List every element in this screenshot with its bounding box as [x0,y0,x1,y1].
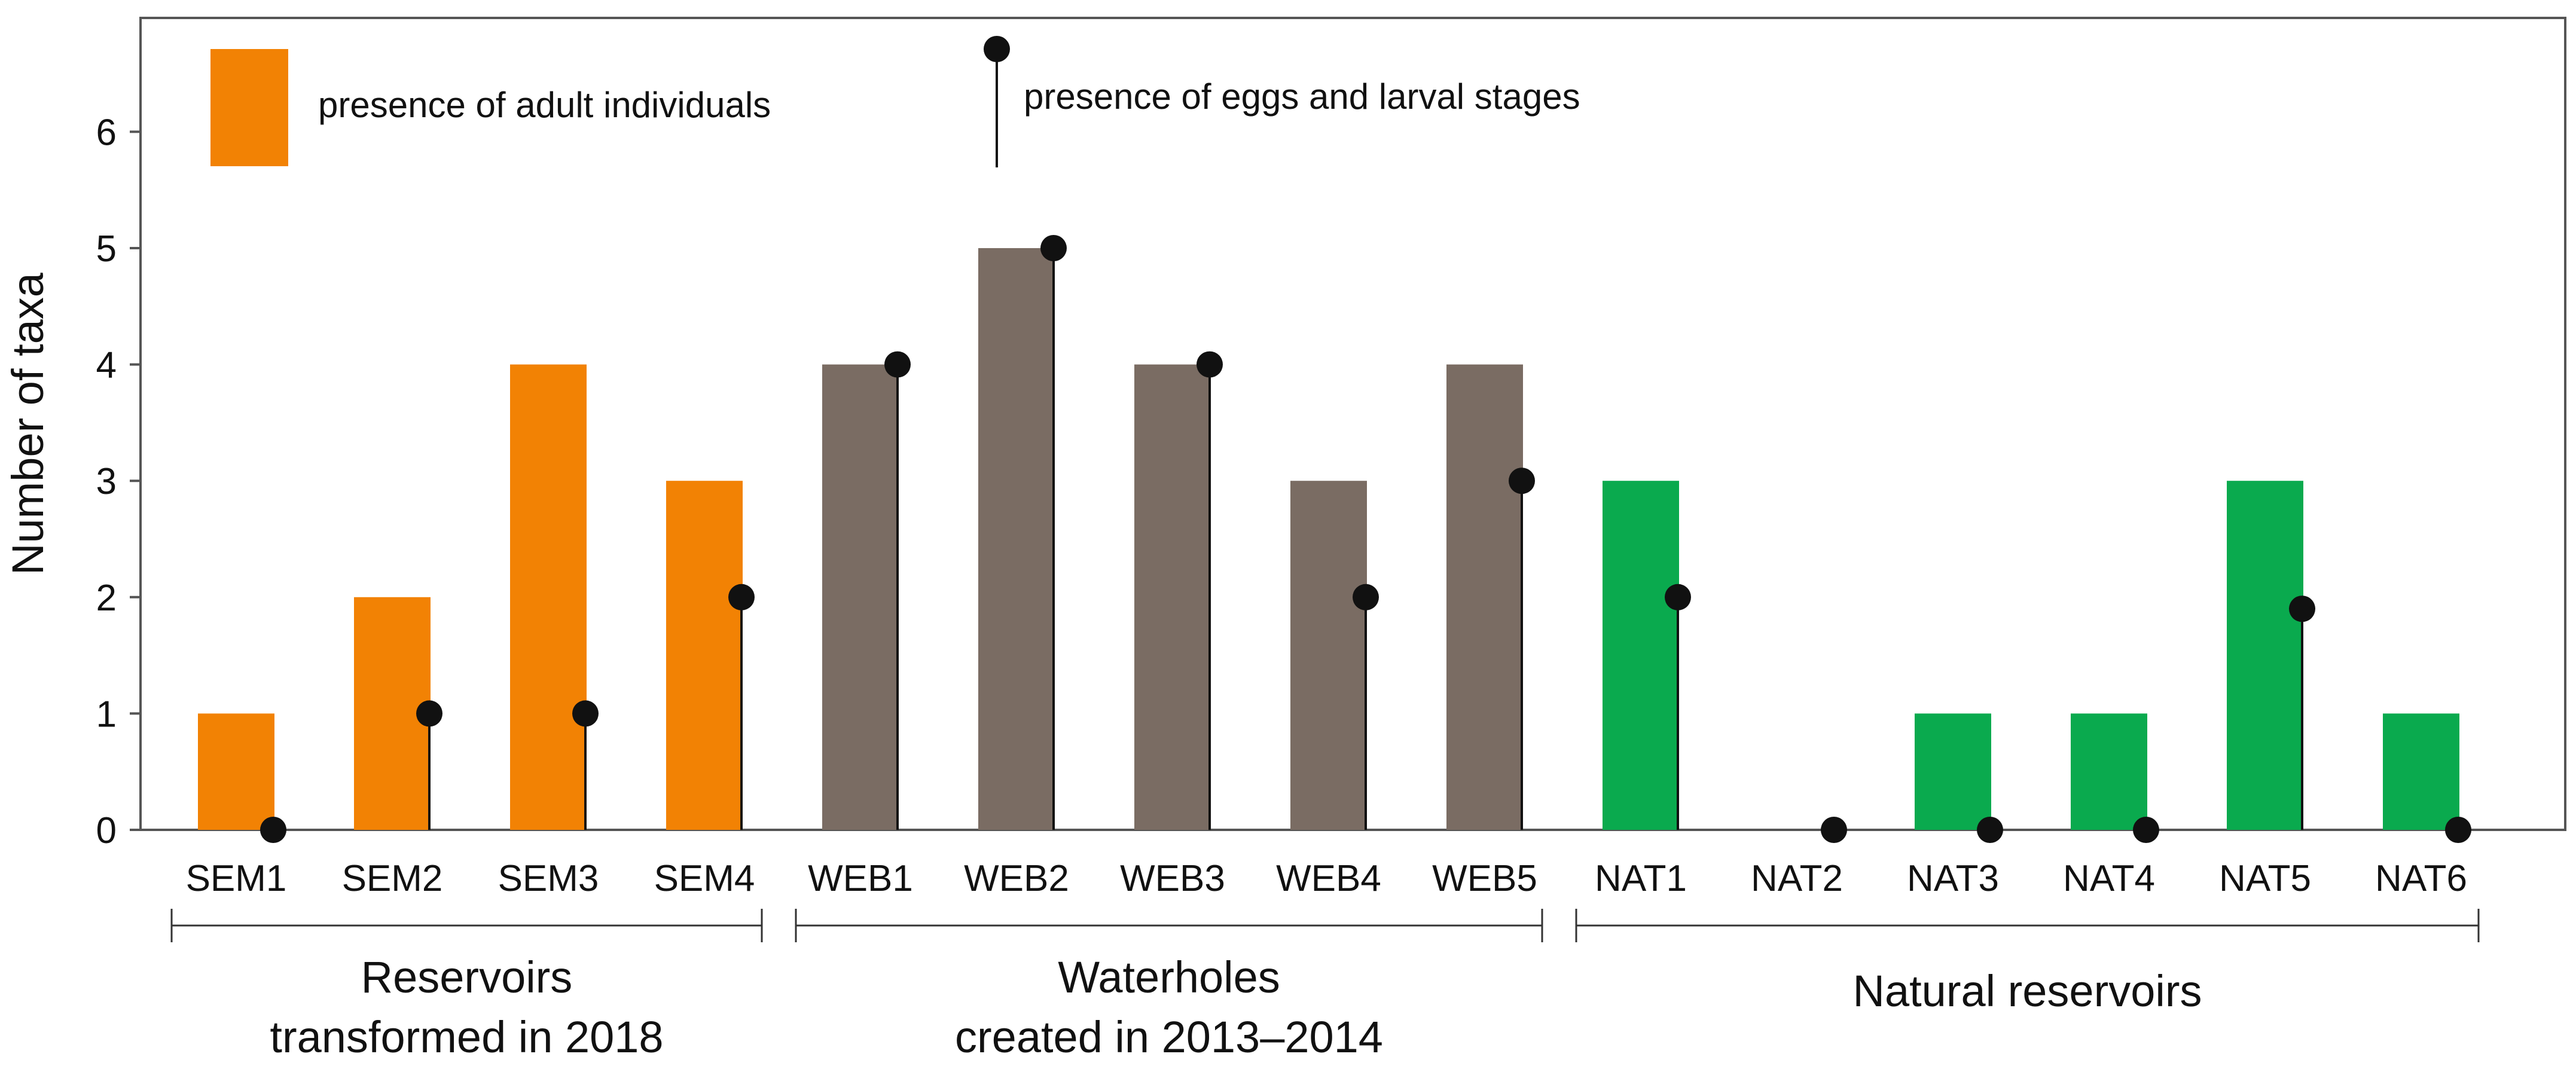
y-tick-label: 4 [96,345,117,386]
bar-sem1 [198,713,274,830]
marker-dot-nat5 [2289,595,2315,622]
bar-web3 [1134,364,1211,830]
marker-dot-sem2 [416,700,442,727]
marker-dot-nat1 [1665,584,1691,610]
bar-sem4 [666,481,743,830]
legend-label-eggs: presence of eggs and larval stages [1024,77,1580,117]
legend-label-adults: presence of adult individuals [318,85,771,125]
marker-dot-nat3 [1977,817,2003,843]
x-tick-label: SEM1 [186,858,287,899]
marker-dot-web3 [1197,351,1223,378]
group-label-line2: transformed in 2018 [270,1012,663,1062]
x-tick-label: SEM2 [342,858,443,899]
marker-dot-nat2 [1821,817,1847,843]
bar-nat6 [2383,713,2459,830]
x-tick-label: WEB4 [1276,858,1381,899]
y-axis-label: Number of taxa [3,272,53,575]
y-tick-label: 3 [96,461,117,502]
y-tick-label: 5 [96,228,117,270]
x-tick-label: NAT1 [1595,858,1687,899]
x-tick-label: WEB3 [1120,858,1225,899]
x-tick-label: NAT6 [2375,858,2467,899]
group-label-line2: created in 2013–2014 [955,1012,1383,1062]
marker-dot-nat6 [2445,817,2471,843]
y-tick-label: 0 [96,810,117,851]
bar-web4 [1290,481,1367,830]
x-tick-label: WEB5 [1432,858,1537,899]
y-tick-label: 2 [96,578,117,619]
bar-nat5 [2227,481,2303,830]
bar-web2 [978,248,1055,830]
x-tick-label: SEM4 [654,858,755,899]
marker-dot-sem1 [260,817,286,843]
marker-dot-web4 [1353,584,1379,610]
marker-dot-web5 [1509,468,1535,494]
legend-dot-eggs [984,36,1010,62]
bar-nat1 [1603,481,1679,830]
group-label-line1: Waterholes [1058,952,1280,1002]
marker-dot-web1 [884,351,911,378]
bar-sem3 [510,364,587,830]
marker-dot-web2 [1040,235,1067,261]
group-label-line1: Natural reservoirs [1853,966,2202,1016]
marker-dot-nat4 [2133,817,2159,843]
bar-web5 [1446,364,1523,830]
x-tick-label: NAT4 [2063,858,2155,899]
bar-web1 [822,364,899,830]
x-tick-label: WEB1 [808,858,913,899]
y-tick-label: 6 [96,112,117,153]
marker-dot-sem3 [572,700,599,727]
x-tick-label: NAT2 [1751,858,1843,899]
x-tick-label: NAT3 [1907,858,1999,899]
y-tick-label: 1 [96,694,117,735]
marker-dot-sem4 [728,584,755,610]
legend-swatch-adults [210,49,288,166]
bar-nat3 [1915,713,1991,830]
x-tick-label: WEB2 [964,858,1069,899]
group-label-line1: Reservoirs [361,952,573,1002]
x-tick-label: SEM3 [498,858,599,899]
bar-nat4 [2071,713,2147,830]
x-tick-label: NAT5 [2219,858,2311,899]
